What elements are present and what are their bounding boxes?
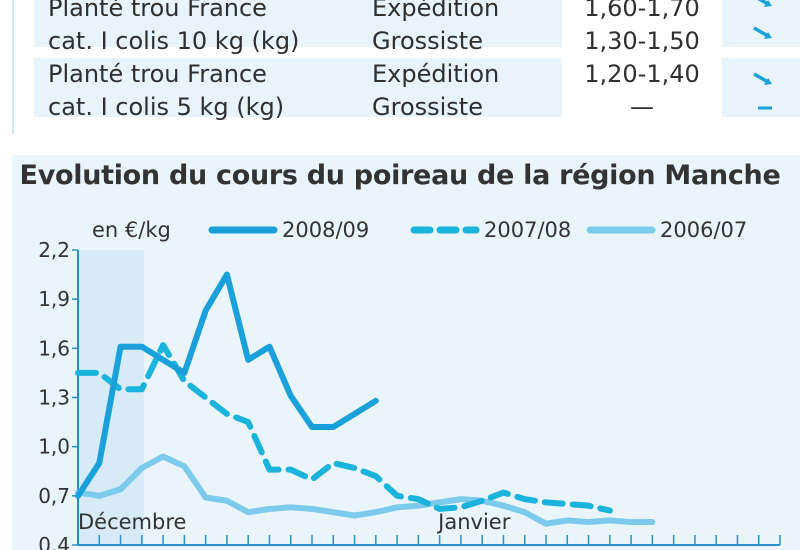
stage-label: Grossiste [372, 93, 483, 121]
y-tick-label: 1,9 [38, 287, 70, 311]
x-tick-label: Décembre [78, 510, 186, 534]
legend-label: 2008/09 [282, 218, 369, 242]
table-row: Planté trou France cat. I colis 10 kg (k… [34, 0, 800, 55]
stage-label: Expédition [372, 60, 500, 88]
y-tick-label: 1,3 [38, 386, 70, 410]
chart-panel: 0,4 0,7 1,0 1,3 1,6 1,9 2,2 Décembre Janvier en €… [12, 155, 800, 550]
price-value: 1,20-1,40 [584, 60, 700, 88]
series-line-2007-08 [75, 342, 613, 514]
legend-label: 2006/07 [660, 218, 747, 242]
price-value: 1,30-1,50 [584, 27, 700, 55]
price-cell: 1,20-1,40 — [562, 58, 722, 121]
trend-cell [746, 58, 786, 117]
y-tick-label: 1,0 [38, 435, 70, 459]
line-chart: 0,4 0,7 1,0 1,3 1,6 1,9 2,2 Décembre Janvier en €… [38, 218, 781, 550]
stage-label: Expédition [372, 0, 500, 22]
product-line: cat. I colis 5 kg (kg) [48, 93, 285, 121]
product-line: Planté trou France [48, 0, 267, 22]
product-line: cat. I colis 10 kg (kg) [48, 27, 300, 55]
y-tick-label: 0,4 [38, 533, 70, 550]
trend-cell [746, 0, 786, 47]
table-row: Planté trou France cat. I colis 5 kg (kg… [34, 58, 800, 121]
x-tick-label: Janvier [436, 510, 511, 534]
price-value: — [630, 93, 654, 121]
y-tick-label: 0,7 [38, 484, 70, 508]
y-axis-label: en €/kg [92, 218, 171, 242]
stage-cell: Expédition Grossiste [372, 58, 499, 124]
trend-down-icon [753, 26, 772, 39]
price-cell: 1,60-1,70 1,30-1,50 [562, 0, 722, 55]
product-line: Planté trou France [48, 60, 267, 88]
series-line-2006-07 [75, 453, 656, 527]
trend-down-icon [757, 0, 772, 7]
trend-down-icon [753, 72, 772, 85]
y-tick-label: 1,6 [38, 336, 70, 360]
legend-label: 2007/08 [484, 218, 571, 242]
product-cell: Planté trou France cat. I colis 10 kg (k… [48, 0, 299, 58]
stage-label: Grossiste [372, 27, 483, 55]
product-cell: Planté trou France cat. I colis 5 kg (kg… [48, 58, 284, 124]
price-value: 1,60-1,70 [584, 0, 700, 22]
stage-cell: Expédition Grossiste [372, 0, 499, 58]
chart-title: Evolution du cours du poireau de la régi… [19, 160, 781, 191]
y-tick-label: 2,2 [38, 238, 70, 262]
price-table: Planté trou France cat. I colis 10 kg (k… [12, 0, 800, 134]
